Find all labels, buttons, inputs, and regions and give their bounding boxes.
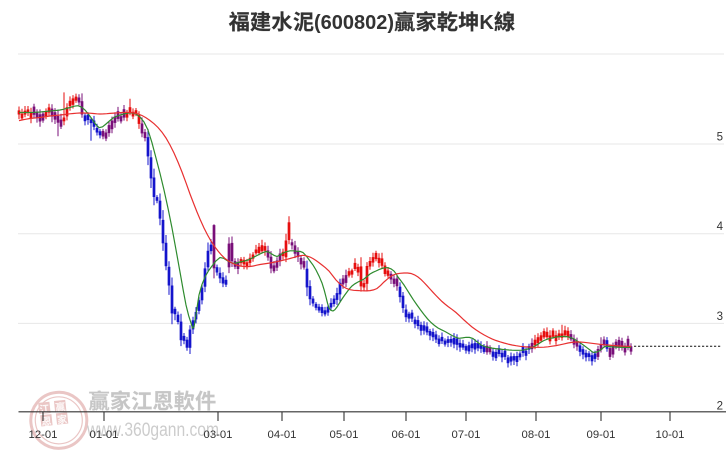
svg-text:5: 5: [717, 132, 723, 144]
svg-text:08-01: 08-01: [522, 429, 551, 441]
svg-text:07-01: 07-01: [452, 429, 481, 441]
svg-text:05-01: 05-01: [330, 429, 359, 441]
svg-text:K: K: [479, 12, 494, 34]
svg-text:10-01: 10-01: [656, 429, 685, 441]
svg-text:3: 3: [717, 311, 723, 323]
svg-text:03-01: 03-01: [204, 429, 233, 441]
svg-text:4: 4: [717, 221, 724, 233]
svg-text:09-01: 09-01: [587, 429, 616, 441]
svg-text:2: 2: [717, 401, 723, 413]
svg-text:12-01: 12-01: [29, 429, 58, 441]
svg-text:www.360gann.com: www.360gann.com: [86, 420, 219, 441]
svg-text:06-01: 06-01: [392, 429, 421, 441]
svg-text:01-01: 01-01: [90, 429, 119, 441]
svg-text:04-01: 04-01: [268, 429, 297, 441]
svg-text:(600802): (600802): [314, 12, 394, 34]
